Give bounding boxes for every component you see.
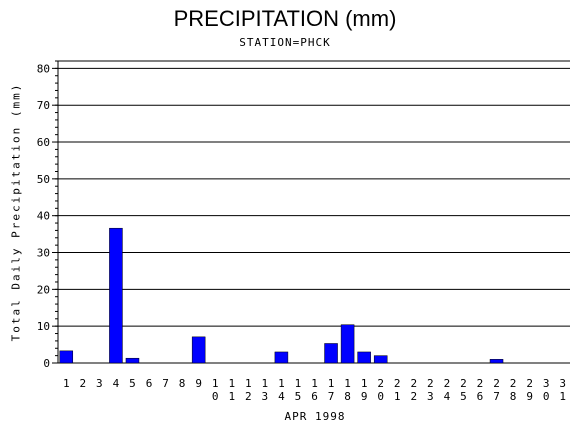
x-axis-label: APR 1998 <box>284 410 346 423</box>
y-tick-label: 10 <box>37 320 50 333</box>
bar <box>59 350 74 364</box>
x-tick-label: 6 <box>146 377 153 390</box>
bar <box>125 357 140 364</box>
x-tick-label: 1 <box>63 377 70 390</box>
bar <box>489 359 504 364</box>
bar <box>357 351 371 364</box>
y-tick-label: 0 <box>43 357 50 370</box>
bar <box>191 336 206 364</box>
bar <box>373 355 388 364</box>
plot-frame <box>57 60 570 364</box>
y-tick-label: 40 <box>37 210 50 223</box>
y-tick-label: 50 <box>37 173 50 186</box>
chart-title: PRECIPITATION (mm) <box>173 6 397 31</box>
x-tick-label: 2 <box>80 377 87 390</box>
x-tick-label: 5 <box>129 377 136 390</box>
y-tick-label: 70 <box>37 99 50 112</box>
y-tick-label: 20 <box>37 283 50 296</box>
x-tick-label: 3 <box>96 377 103 390</box>
bar <box>324 343 338 364</box>
bar <box>274 351 289 364</box>
y-tick-label: 30 <box>37 247 50 260</box>
bar <box>109 227 123 364</box>
x-tick-label: 8 <box>179 377 186 390</box>
chart-subtitle: STATION=PHCK <box>239 36 331 49</box>
y-tick-label: 80 <box>37 62 50 75</box>
x-tick-label: 9 <box>195 377 202 390</box>
y-tick-label: 60 <box>37 136 50 149</box>
bar <box>340 324 355 364</box>
x-tick-label: 4 <box>113 377 120 390</box>
x-tick-label: 7 <box>162 377 169 390</box>
